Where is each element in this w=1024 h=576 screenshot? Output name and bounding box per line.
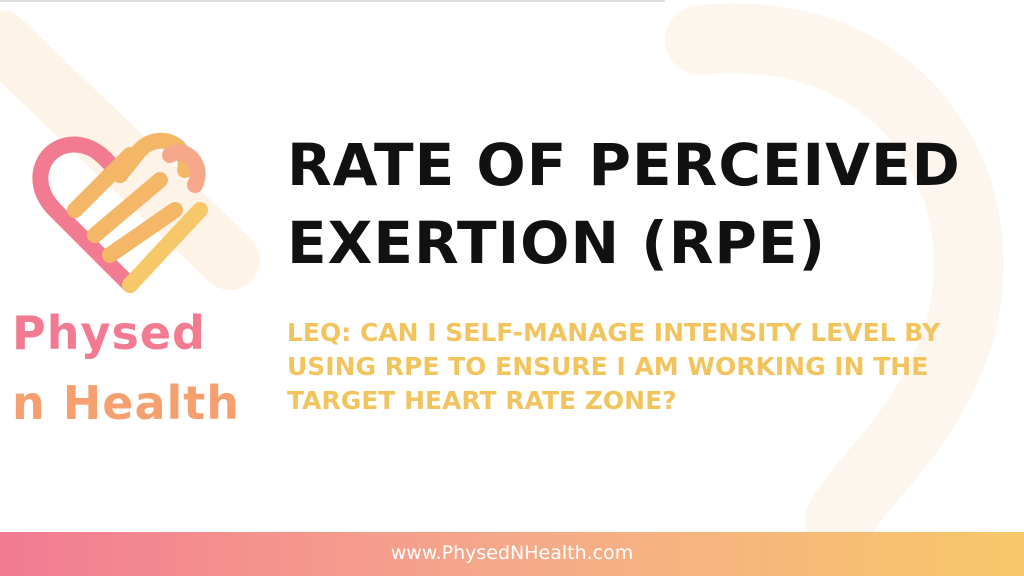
footer-bar: www.PhysedNHealth.com xyxy=(0,532,1024,576)
slide-title: RATE OF PERCEIVED EXERTION (RPE) xyxy=(287,131,961,277)
slide-subtitle: LEQ: CAN I SELF-MANAGE INTENSITY LEVEL B… xyxy=(287,318,941,415)
brand-line-2: n Health xyxy=(12,376,241,430)
footer-url: www.PhysedNHealth.com xyxy=(390,542,634,564)
logo-heart xyxy=(32,132,208,293)
brand-line-1: Physed xyxy=(12,306,206,360)
